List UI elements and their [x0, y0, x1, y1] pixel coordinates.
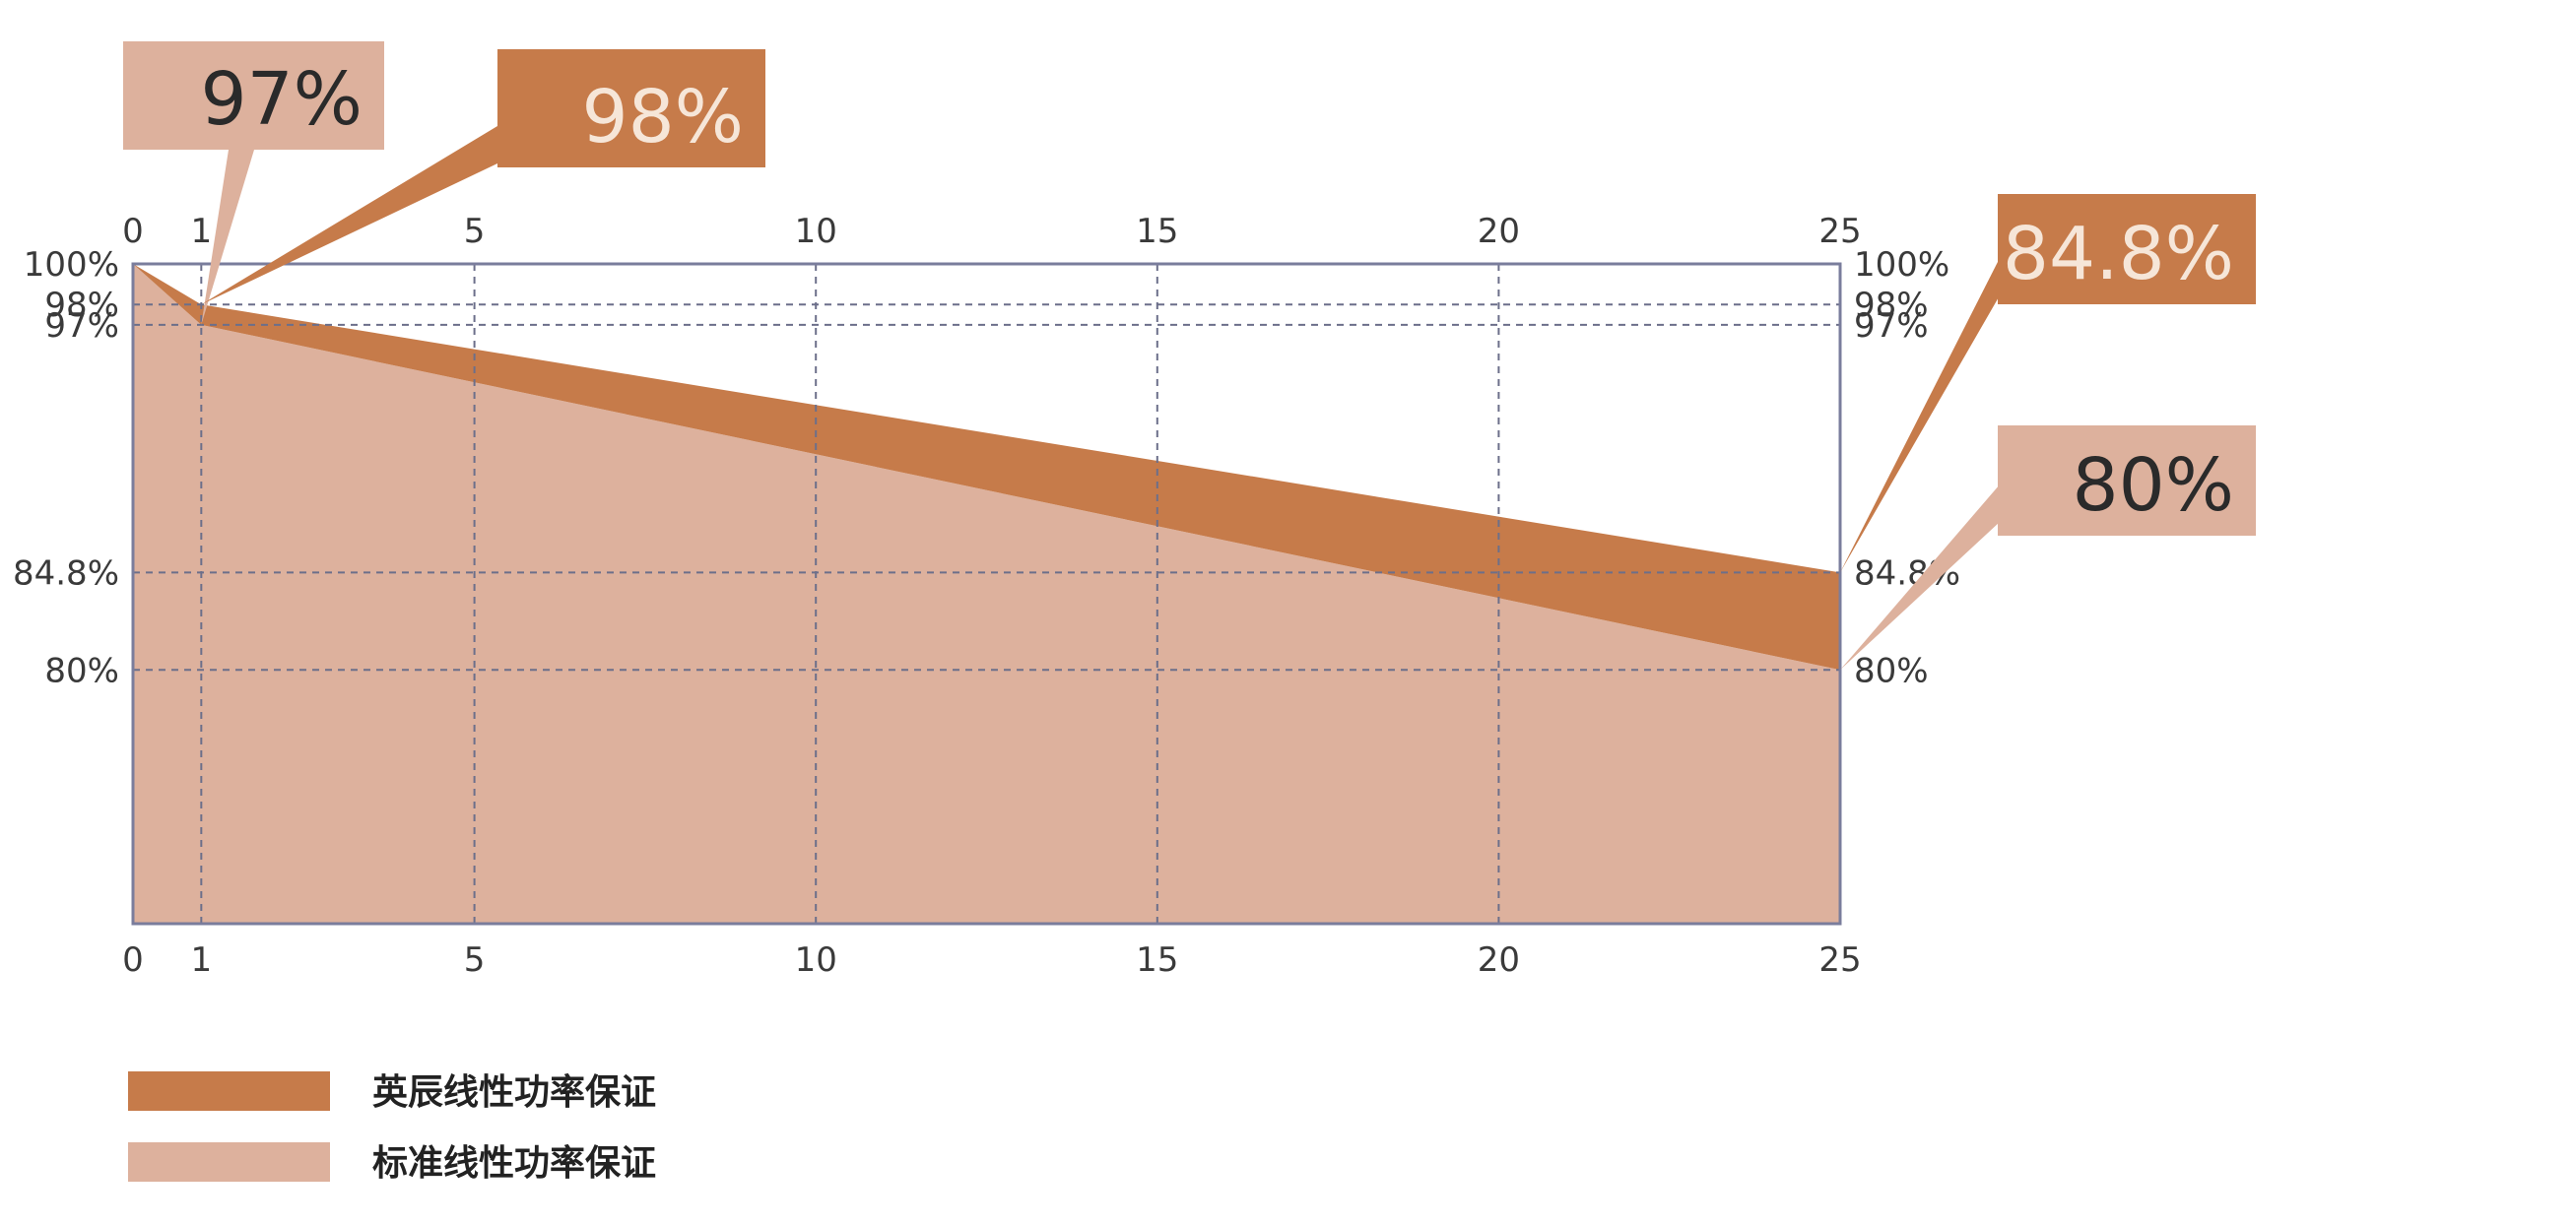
- callout-label: 98%: [582, 75, 744, 160]
- callout-box: [1998, 425, 2256, 536]
- x-tick-bottom: 1: [190, 940, 212, 980]
- series-area-standard: [133, 264, 1840, 924]
- x-tick-top: 20: [1478, 212, 1520, 251]
- callout-pointer: [201, 150, 254, 325]
- callout-label: 80%: [2073, 443, 2234, 528]
- x-tick-top: 10: [795, 212, 837, 251]
- callout-pointer: [201, 126, 497, 305]
- x-tick-bottom: 25: [1818, 940, 1861, 980]
- legend-swatch: [128, 1071, 330, 1111]
- series-area-premium: [133, 264, 1840, 671]
- y-tick-left: 80%: [44, 651, 119, 690]
- y-tick-left: 100%: [24, 245, 119, 285]
- x-tick-top: 25: [1818, 212, 1861, 251]
- y-tick-left: 98%: [44, 286, 119, 325]
- x-tick-bottom: 0: [122, 940, 144, 980]
- legend-label: 英辰线性功率保证: [372, 1072, 656, 1113]
- callout-label: 84.8%: [2003, 212, 2234, 296]
- x-tick-top: 0: [122, 212, 144, 251]
- callout-box: [123, 41, 384, 150]
- x-tick-top: 1: [190, 212, 212, 251]
- callout-box: [1998, 194, 2256, 304]
- callout-box: [497, 49, 765, 167]
- y-tick-left: 84.8%: [13, 553, 119, 593]
- x-tick-bottom: 10: [795, 940, 837, 980]
- y-tick-right: 100%: [1854, 245, 1949, 285]
- legend-label: 标准线性功率保证: [372, 1143, 656, 1184]
- x-tick-bottom: 15: [1136, 940, 1178, 980]
- plot-frame: [131, 262, 1842, 926]
- x-tick-bottom: 5: [464, 940, 486, 980]
- x-tick-top: 5: [464, 212, 486, 251]
- y-tick-right: 98%: [1854, 286, 1929, 325]
- y-tick-right: 80%: [1854, 651, 1929, 690]
- callout-pointer: [1840, 484, 2000, 671]
- callout-pointer: [1840, 258, 2000, 573]
- y-tick-right: 97%: [1854, 306, 1929, 346]
- x-tick-bottom: 20: [1478, 940, 1520, 980]
- callout-label: 97%: [201, 57, 363, 142]
- y-tick-left: 97%: [44, 306, 119, 346]
- x-tick-top: 15: [1136, 212, 1178, 251]
- legend-swatch: [128, 1142, 330, 1182]
